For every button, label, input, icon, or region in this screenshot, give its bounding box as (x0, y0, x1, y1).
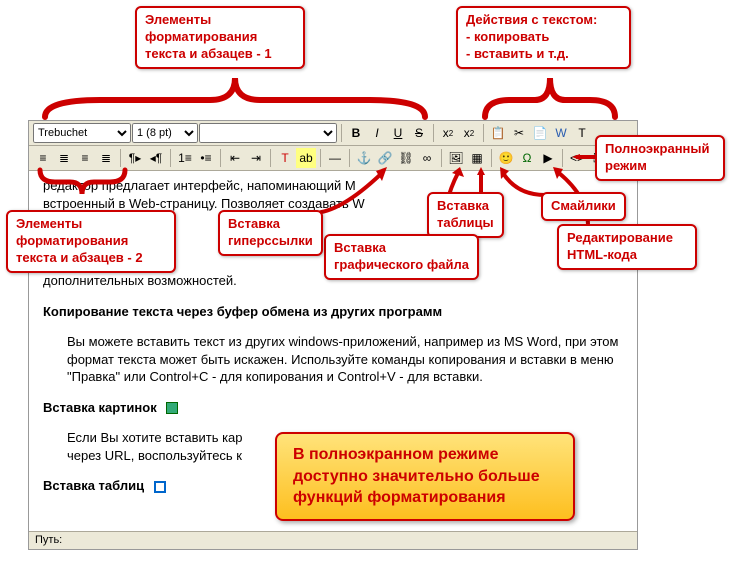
size-select[interactable]: 1 (8 pt) (132, 123, 198, 143)
table-button[interactable]: ▦ (467, 148, 487, 168)
callout-htmledit: РедактированиеHTML-кода (557, 224, 697, 270)
brace-actions (480, 70, 620, 125)
content-p2: Вы можете вставить текст из других windo… (67, 333, 623, 386)
paste-word-button[interactable]: W (551, 123, 571, 143)
separator (120, 149, 121, 167)
arrow-smilies (497, 167, 547, 197)
callout-actions: Действия с текстом:- копировать- вставит… (456, 6, 631, 69)
align-center-button[interactable]: ≣ (54, 148, 74, 168)
status-bar: Путь: (29, 531, 637, 549)
brace-format2 (35, 167, 130, 202)
content-h1: Копирование текста через буфер обмена из… (43, 304, 442, 319)
separator (441, 149, 442, 167)
separator (170, 149, 171, 167)
paste-text-button[interactable]: T (572, 123, 592, 143)
bold-button[interactable]: B (346, 123, 366, 143)
separator (433, 124, 434, 142)
font-select[interactable]: Trebuchet (33, 123, 131, 143)
ltr-button[interactable]: ¶▸ (125, 148, 145, 168)
callout-fullscreen: Полноэкранныйрежим (595, 135, 725, 181)
ordered-list-button[interactable]: 1≡ (175, 148, 195, 168)
arrow-fullscreen (572, 154, 597, 160)
rtl-button[interactable]: ◂¶ (146, 148, 166, 168)
separator (562, 149, 563, 167)
brace-format1 (40, 70, 430, 125)
special-char-button[interactable]: Ω (517, 148, 537, 168)
anchor-button[interactable]: ⚓ (354, 148, 374, 168)
callout-table: Вставкатаблицы (427, 192, 504, 238)
superscript-button[interactable]: x2 (459, 123, 479, 143)
callout-format2: Элементыформатированиятекста и абзацев -… (6, 210, 176, 273)
smiley-button[interactable]: 🙂 (496, 148, 516, 168)
copy-button[interactable]: 📋 (488, 123, 508, 143)
callout-image: Вставкаграфического файла (324, 234, 479, 280)
subscript-button[interactable]: x2 (438, 123, 458, 143)
separator (349, 149, 350, 167)
hr-button[interactable]: — (325, 148, 345, 168)
backcolor-button[interactable]: ab (296, 148, 316, 168)
forecolor-button[interactable]: T (275, 148, 295, 168)
separator (483, 124, 484, 142)
callout-link: Вставкагиперссылки (218, 210, 323, 256)
arrow-table (477, 167, 487, 195)
image-button[interactable]: 🖼 (446, 148, 466, 168)
indent-button[interactable]: ⇥ (246, 148, 266, 168)
content-h2: Вставка картинок (43, 400, 157, 415)
image-inline-icon (166, 402, 178, 414)
content-h3: Вставка таблиц (43, 478, 144, 493)
align-justify-button[interactable]: ≣ (96, 148, 116, 168)
yellow-tip-text: В полноэкранном режимедоступно значитель… (293, 446, 540, 506)
italic-button[interactable]: I (367, 123, 387, 143)
strike-button[interactable]: S (409, 123, 429, 143)
outdent-button[interactable]: ⇤ (225, 148, 245, 168)
callout-format1-text: Элементыформатированиятекста и абзацев -… (145, 12, 272, 61)
media-button[interactable]: ▶ (538, 148, 558, 168)
callout-smilies: Смайлики (541, 192, 626, 221)
align-right-button[interactable]: ≡ (75, 148, 95, 168)
link-button[interactable]: 🔗 (375, 148, 395, 168)
separator (491, 149, 492, 167)
link2-button[interactable]: ∞ (417, 148, 437, 168)
underline-button[interactable]: U (388, 123, 408, 143)
table-inline-icon (154, 481, 166, 493)
style-select[interactable] (199, 123, 337, 143)
align-left-button[interactable]: ≡ (33, 148, 53, 168)
callout-actions-text: Действия с текстом:- копировать- вставит… (466, 12, 597, 61)
separator (270, 149, 271, 167)
yellow-tip-box: В полноэкранном режимедоступно значитель… (275, 432, 575, 521)
paste-button[interactable]: 📄 (530, 123, 550, 143)
separator (320, 149, 321, 167)
separator (341, 124, 342, 142)
separator (220, 149, 221, 167)
arrow-link (310, 167, 390, 215)
unlink-button[interactable]: ⛓ (396, 148, 416, 168)
status-path: Путь: (35, 534, 62, 546)
cut-button[interactable]: ✂ (509, 123, 529, 143)
unordered-list-button[interactable]: •≡ (196, 148, 216, 168)
callout-format1: Элементыформатированиятекста и абзацев -… (135, 6, 305, 69)
